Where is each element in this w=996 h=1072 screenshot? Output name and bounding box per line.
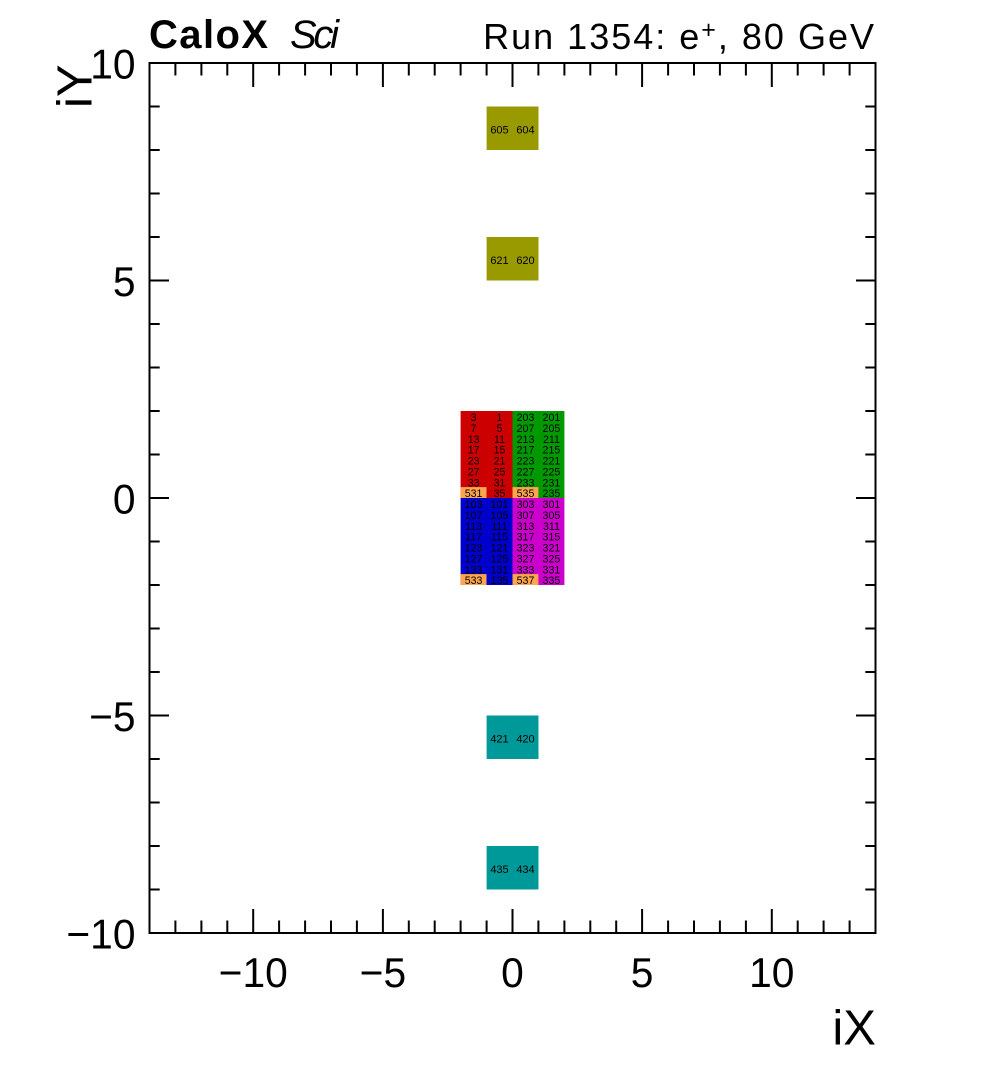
svg-text:31: 31 [494,477,506,489]
svg-text:331: 331 [543,564,561,576]
svg-text:307: 307 [517,510,535,522]
svg-text:317: 317 [517,532,535,544]
svg-text:311: 311 [543,521,560,533]
svg-text:207: 207 [517,423,535,435]
svg-text:101: 101 [491,499,509,511]
svg-text:−5: −5 [360,949,406,996]
svg-text:iX: iX [832,1002,876,1056]
svg-text:211: 211 [543,434,560,446]
svg-text:333: 333 [517,564,535,576]
svg-text:205: 205 [543,423,561,435]
svg-text:0: 0 [501,949,524,996]
svg-text:227: 227 [517,466,535,478]
svg-text:10: 10 [90,41,135,88]
svg-text:113: 113 [465,521,482,533]
svg-text:231: 231 [543,477,561,489]
svg-text:604: 604 [516,124,534,136]
svg-text:127: 127 [465,553,483,565]
svg-text:5: 5 [113,259,136,306]
svg-text:103: 103 [465,499,483,511]
svg-text:301: 301 [543,499,561,511]
svg-text:105: 105 [491,510,509,522]
svg-text:11: 11 [494,434,505,446]
svg-text:iY: iY [49,64,103,108]
svg-text:420: 420 [516,733,534,745]
svg-text:111: 111 [491,521,507,533]
svg-text:313: 313 [517,521,535,533]
svg-text:537: 537 [517,575,535,587]
svg-text:27: 27 [468,466,480,478]
svg-text:CaloX: CaloX [149,13,268,57]
svg-text:Run 1354: e+, 80 GeV: Run 1354: e+, 80 GeV [483,16,876,57]
svg-text:435: 435 [490,864,508,876]
svg-text:5: 5 [497,423,503,435]
svg-text:13: 13 [468,434,480,446]
svg-text:1: 1 [497,412,503,424]
svg-text:321: 321 [543,543,561,555]
svg-text:21: 21 [494,456,506,468]
svg-text:−5: −5 [89,694,135,741]
svg-text:−10: −10 [66,911,135,958]
svg-text:10: 10 [749,949,794,996]
svg-text:303: 303 [517,499,535,511]
svg-text:203: 203 [517,412,535,424]
svg-text:335: 335 [543,575,561,587]
svg-text:23: 23 [468,456,480,468]
svg-text:233: 233 [517,477,535,489]
svg-text:325: 325 [543,553,561,565]
svg-text:213: 213 [517,434,535,446]
svg-text:−10: −10 [219,949,288,996]
svg-text:7: 7 [471,423,477,435]
svg-text:305: 305 [543,510,561,522]
svg-text:201: 201 [543,412,561,424]
svg-text:235: 235 [543,488,561,500]
svg-text:135: 135 [491,575,509,587]
svg-text:25: 25 [494,466,506,478]
svg-text:131: 131 [491,564,509,576]
svg-text:133: 133 [465,564,483,576]
svg-text:620: 620 [516,255,534,267]
svg-text:0: 0 [113,476,136,523]
svg-text:215: 215 [543,445,561,457]
svg-text:121: 121 [491,543,509,555]
svg-text:621: 621 [490,255,508,267]
svg-text:15: 15 [494,445,506,457]
svg-text:5: 5 [631,949,654,996]
svg-text:17: 17 [468,445,480,457]
svg-text:107: 107 [465,510,483,522]
svg-text:115: 115 [491,532,508,544]
svg-text:123: 123 [465,543,483,555]
svg-text:323: 323 [517,543,535,555]
svg-text:223: 223 [517,456,535,468]
svg-text:327: 327 [517,553,535,565]
svg-text:33: 33 [468,477,480,489]
svg-text:125: 125 [491,553,509,565]
svg-text:217: 217 [517,445,535,457]
svg-text:35: 35 [494,488,506,500]
svg-text:225: 225 [543,466,561,478]
svg-text:421: 421 [490,733,508,745]
svg-text:3: 3 [471,412,477,424]
svg-text:605: 605 [490,124,508,136]
svg-text:535: 535 [517,488,535,500]
svg-text:531: 531 [465,488,483,500]
svg-text:Sci: Sci [290,13,340,57]
svg-text:315: 315 [543,532,561,544]
svg-text:533: 533 [465,575,483,587]
svg-text:117: 117 [465,532,482,544]
svg-text:434: 434 [516,864,534,876]
svg-text:221: 221 [543,456,561,468]
